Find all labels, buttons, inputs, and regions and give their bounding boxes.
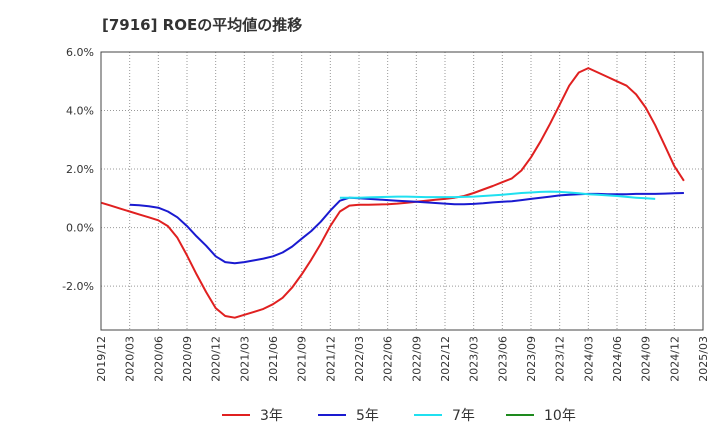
- x-tick-label: 2021/09: [296, 336, 309, 382]
- legend-item-10y: 10年: [506, 403, 576, 427]
- legend-swatch-7y: [414, 414, 442, 416]
- chart-title: [7916] ROEの平均値の推移: [102, 16, 303, 34]
- x-tick-label: 2023/09: [525, 336, 538, 382]
- legend: 3年 5年 7年 10年: [0, 403, 720, 427]
- x-tick-label: 2024/12: [668, 336, 681, 382]
- x-axis-tick-labels: 2019/12 2020/03 2020/06 2020/09 2020/12 2021/…: [95, 336, 710, 382]
- x-tick-label: 2023/12: [554, 336, 567, 382]
- plot-area: [101, 52, 703, 330]
- y-tick-label: -2.0%: [62, 280, 94, 293]
- x-tick-label: 2025/03: [697, 336, 710, 382]
- legend-swatch-5y: [318, 414, 346, 416]
- x-tick-label: 2022/06: [382, 336, 395, 382]
- x-tick-label: 2021/06: [267, 336, 280, 382]
- x-tick-label: 2023/06: [496, 336, 509, 382]
- plot-frame: [100, 51, 704, 331]
- x-tick-label: 2024/06: [611, 336, 624, 382]
- series-line-7年: [339, 190, 656, 200]
- x-tick-label: 2022/12: [439, 336, 452, 382]
- legend-label-7y: 7年: [452, 408, 475, 424]
- y-tick-label: 4.0%: [66, 105, 94, 118]
- y-tick-label: 0.0%: [66, 222, 94, 235]
- x-tick-label: 2020/06: [152, 336, 165, 382]
- x-tick-label: 2023/03: [468, 336, 481, 382]
- x-tick-label: 2021/03: [238, 336, 251, 382]
- legend-label-3y: 3年: [260, 408, 283, 424]
- x-tick-label: 2024/09: [640, 336, 653, 382]
- series-lines: [100, 67, 685, 319]
- x-tick-label: 2022/03: [353, 336, 366, 382]
- x-tick-label: 2020/03: [124, 336, 137, 382]
- legend-swatch-3y: [222, 414, 250, 416]
- y-tick-label: 2.0%: [66, 163, 94, 176]
- x-tick-label: 2021/12: [324, 336, 337, 382]
- legend-label-5y: 5年: [356, 408, 379, 424]
- series-line-3年: [100, 67, 685, 319]
- x-tick-label: 2020/09: [181, 336, 194, 382]
- legend-item-3y: 3年: [222, 403, 283, 427]
- legend-label-10y: 10年: [544, 408, 576, 424]
- y-axis-tick-labels: 6.0% 4.0% 2.0% 0.0% -2.0%: [62, 46, 94, 293]
- x-tick-label: 2020/12: [210, 336, 223, 382]
- x-tick-label: 2024/03: [582, 336, 595, 382]
- legend-swatch-10y: [506, 414, 534, 416]
- x-tick-label: 2019/12: [95, 336, 108, 382]
- legend-item-7y: 7年: [414, 403, 475, 427]
- x-tick-label: 2022/09: [410, 336, 423, 382]
- legend-item-5y: 5年: [318, 403, 379, 427]
- y-tick-label: 6.0%: [66, 46, 94, 59]
